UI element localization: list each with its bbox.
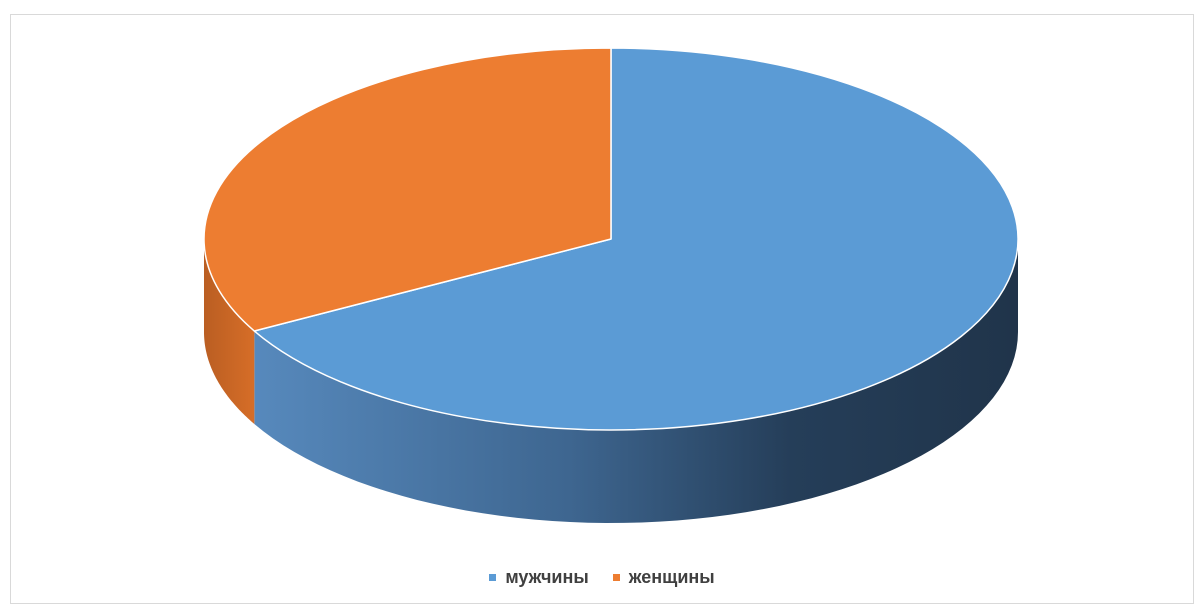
legend-swatch-men (489, 574, 497, 581)
legend-item-women: женщины (612, 567, 715, 588)
legend: мужчины женщины (0, 567, 1204, 588)
legend-label-men: мужчины (505, 567, 589, 587)
legend-item-men: мужчины (489, 567, 589, 588)
slice-men (253, 47, 1019, 431)
slice-men-side (254, 239, 1019, 523)
legend-swatch-women (612, 574, 620, 581)
slice-women (203, 47, 612, 332)
legend-label-women: женщины (628, 567, 715, 587)
slice-women-side (204, 239, 255, 425)
